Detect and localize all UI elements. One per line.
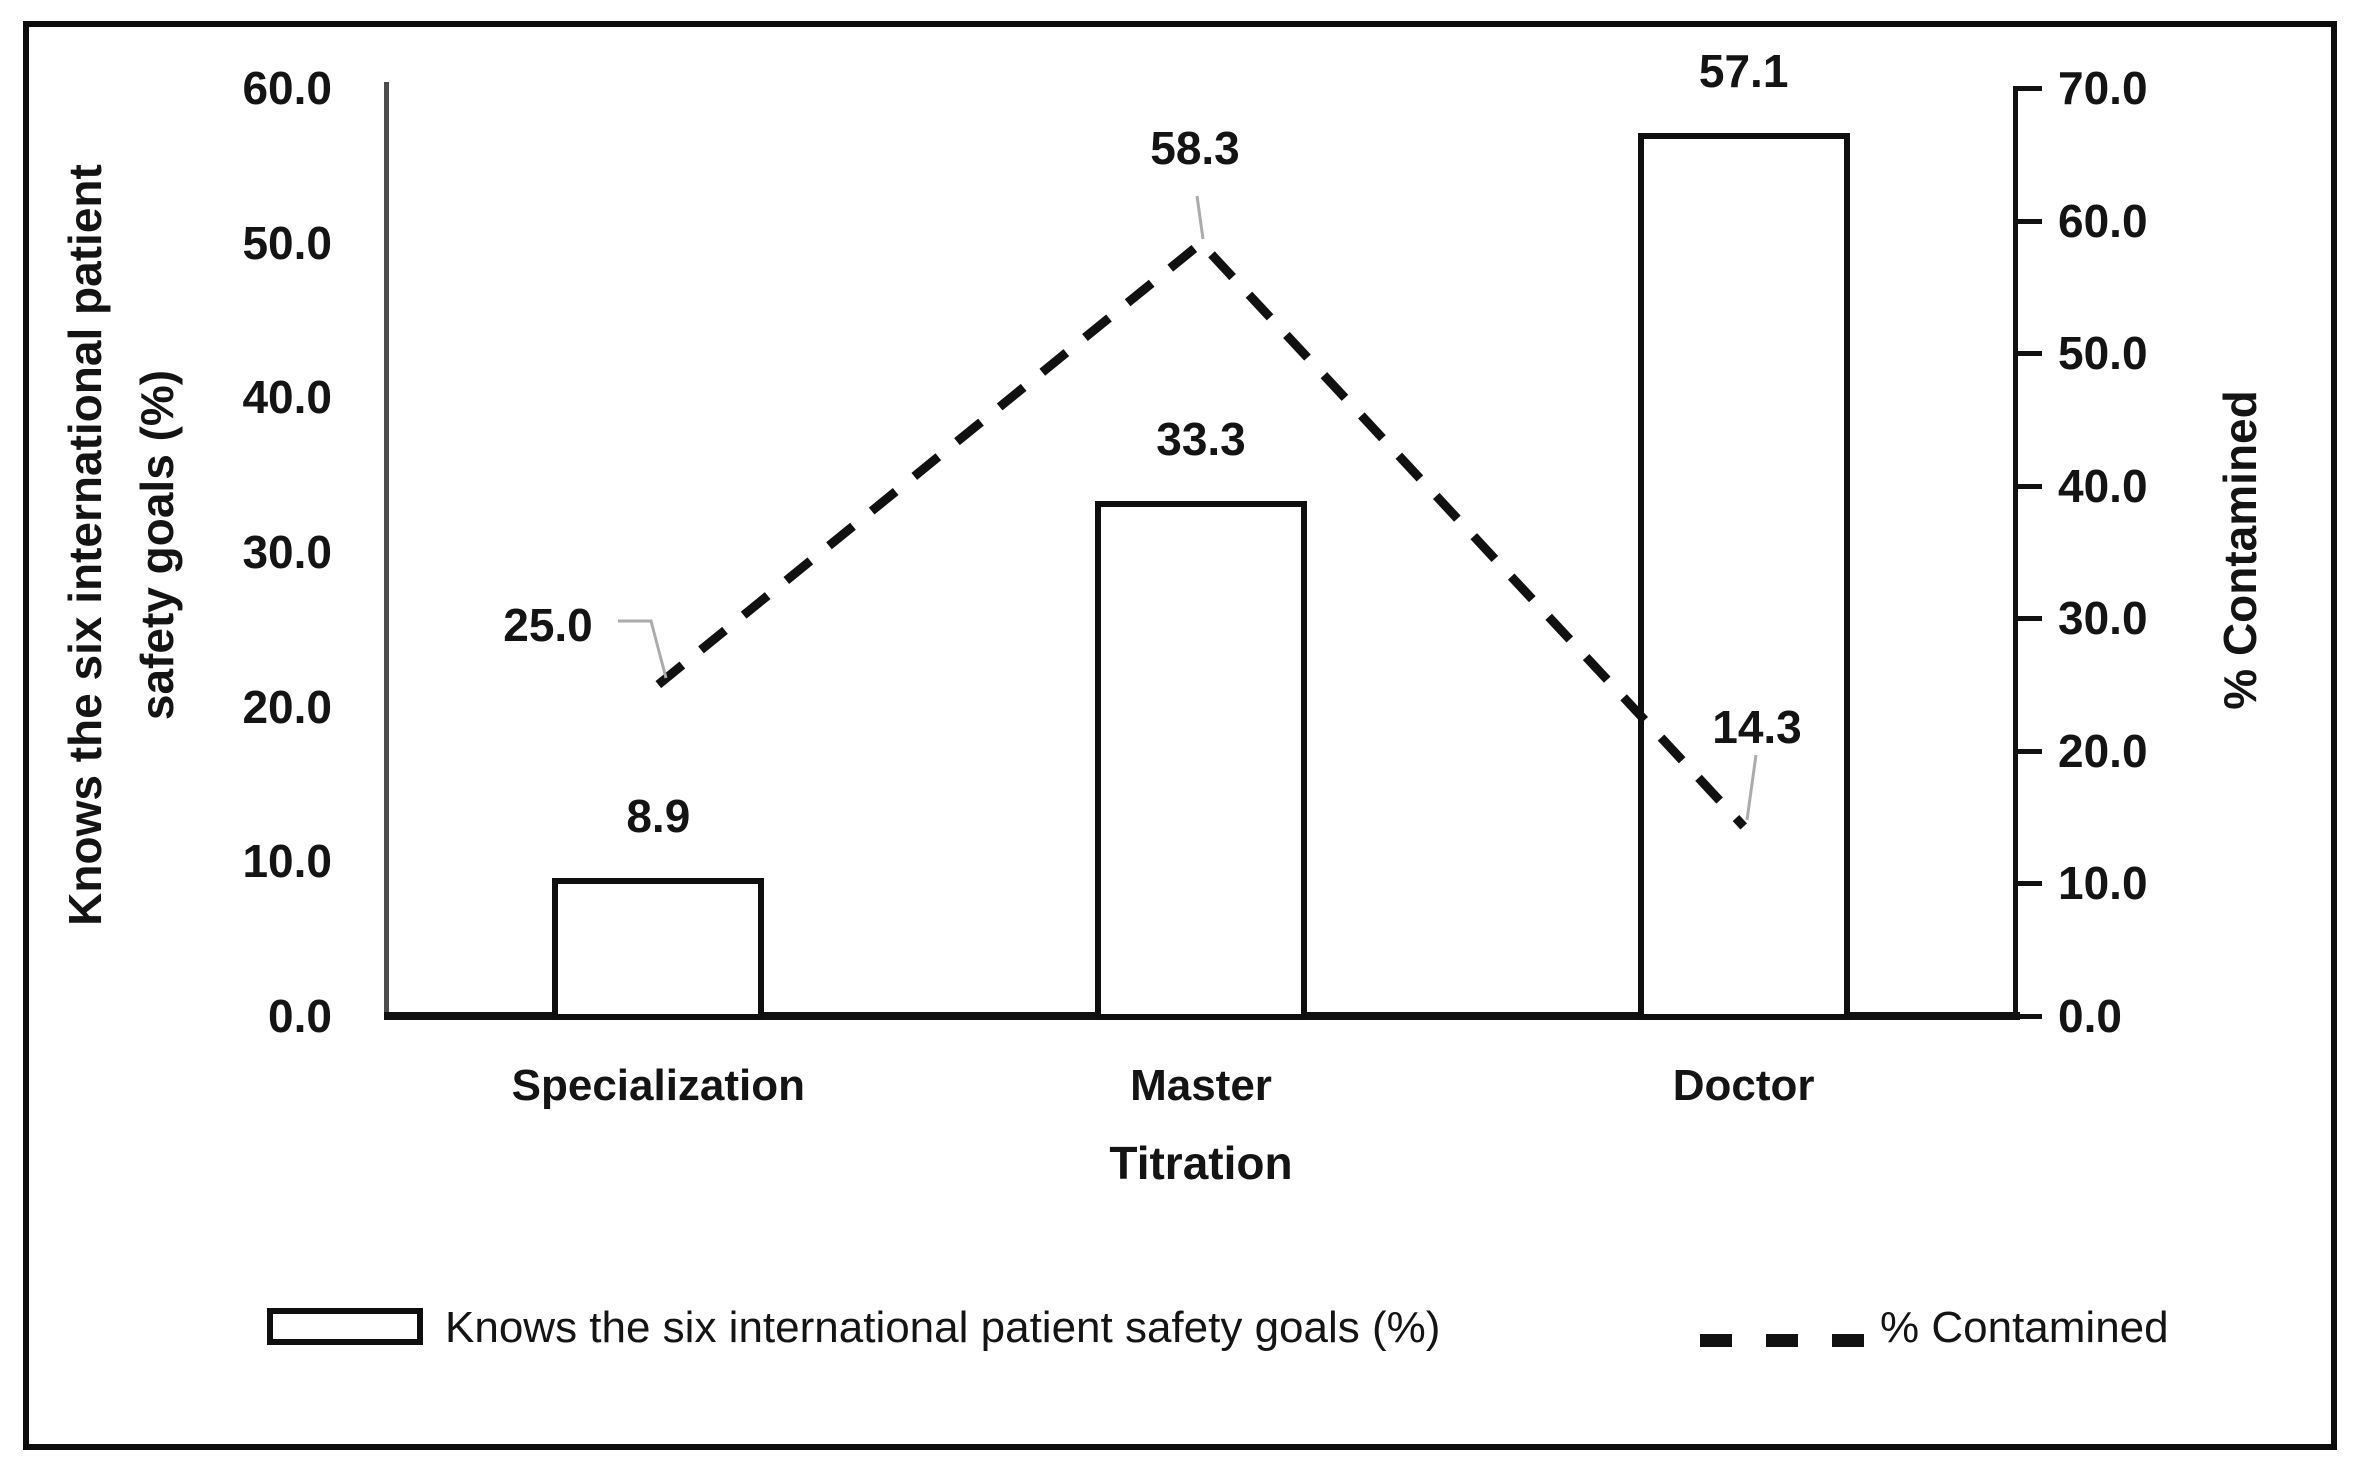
right-axis-tick-label: 30.0	[2058, 592, 2148, 645]
line-value-label: 25.0	[503, 599, 593, 651]
right-axis-line	[2013, 86, 2018, 1016]
contamined-dashed-line	[655, 236, 1747, 830]
right-axis-tick-label: 70.0	[2058, 62, 2148, 114]
right-axis-tick-mark	[2016, 881, 2042, 887]
leader-line	[618, 619, 668, 679]
bar-value-label: 33.3	[1156, 412, 1246, 465]
right-axis-tick-mark	[2016, 616, 2042, 622]
right-axis-tick-mark	[2016, 351, 2042, 357]
right-axis-tick-label: 0.0	[2058, 990, 2122, 1042]
right-axis-tick-label: 40.0	[2058, 459, 2148, 512]
left-axis-line	[384, 82, 389, 1016]
left-axis-title-line2: safety goals (%)	[131, 369, 183, 721]
right-axis-tick-mark	[2016, 218, 2042, 224]
left-axis-tick-label: 20.0	[242, 680, 332, 733]
right-axis-tick-label: 10.0	[2058, 857, 2148, 910]
legend-label-line: % Contamined	[1880, 1303, 2169, 1352]
line-value-label: 14.3	[1712, 701, 1802, 753]
leader-line	[1195, 195, 1205, 240]
category-label-master: Master	[1130, 1061, 1272, 1110]
bar-value-label: 57.1	[1698, 44, 1789, 97]
right-axis-tick-label: 50.0	[2058, 327, 2148, 380]
right-axis-tick-mark	[2016, 1014, 2042, 1019]
right-axis-tick-mark	[2016, 86, 2042, 91]
bar-master	[1095, 500, 1307, 1020]
left-axis-tick-label: 40.0	[242, 371, 332, 424]
left-axis-tick-label: 30.0	[242, 526, 332, 578]
category-label-specialization: Specialization	[511, 1061, 806, 1110]
figure-border	[23, 21, 2337, 1450]
line-value-label: 58.3	[1150, 122, 1240, 174]
right-axis-tick-label: 60.0	[2058, 194, 2148, 247]
data-label-leader-lines	[618, 195, 1758, 821]
left-axis-tick-label: 0.0	[268, 990, 332, 1042]
bar-specialization	[552, 878, 765, 1020]
right-axis-tick-mark	[2016, 483, 2042, 489]
x-axis-title: Titration	[1109, 1137, 1293, 1189]
right-axis-tick-label: 20.0	[2058, 724, 2148, 777]
legend-dashed-line-swatch	[1700, 1334, 1865, 1347]
bar-doctor	[1637, 132, 1850, 1020]
left-axis-title-line1: Knows the six international patient	[59, 164, 111, 926]
right-axis-tick-mark	[2016, 748, 2042, 754]
leader-line	[1745, 754, 1758, 821]
legend-label-bars: Knows the six international patient safe…	[445, 1303, 1441, 1352]
left-axis-tick-label: 50.0	[242, 216, 332, 269]
left-axis-tick-label: 10.0	[242, 835, 332, 888]
bar-value-label: 8.9	[626, 790, 691, 843]
legend-bar-swatch	[267, 1308, 423, 1345]
left-axis-tick-label: 60.0	[242, 62, 332, 114]
right-axis-title: % Contamined	[2214, 390, 2266, 710]
category-label-doctor: Doctor	[1672, 1061, 1815, 1110]
